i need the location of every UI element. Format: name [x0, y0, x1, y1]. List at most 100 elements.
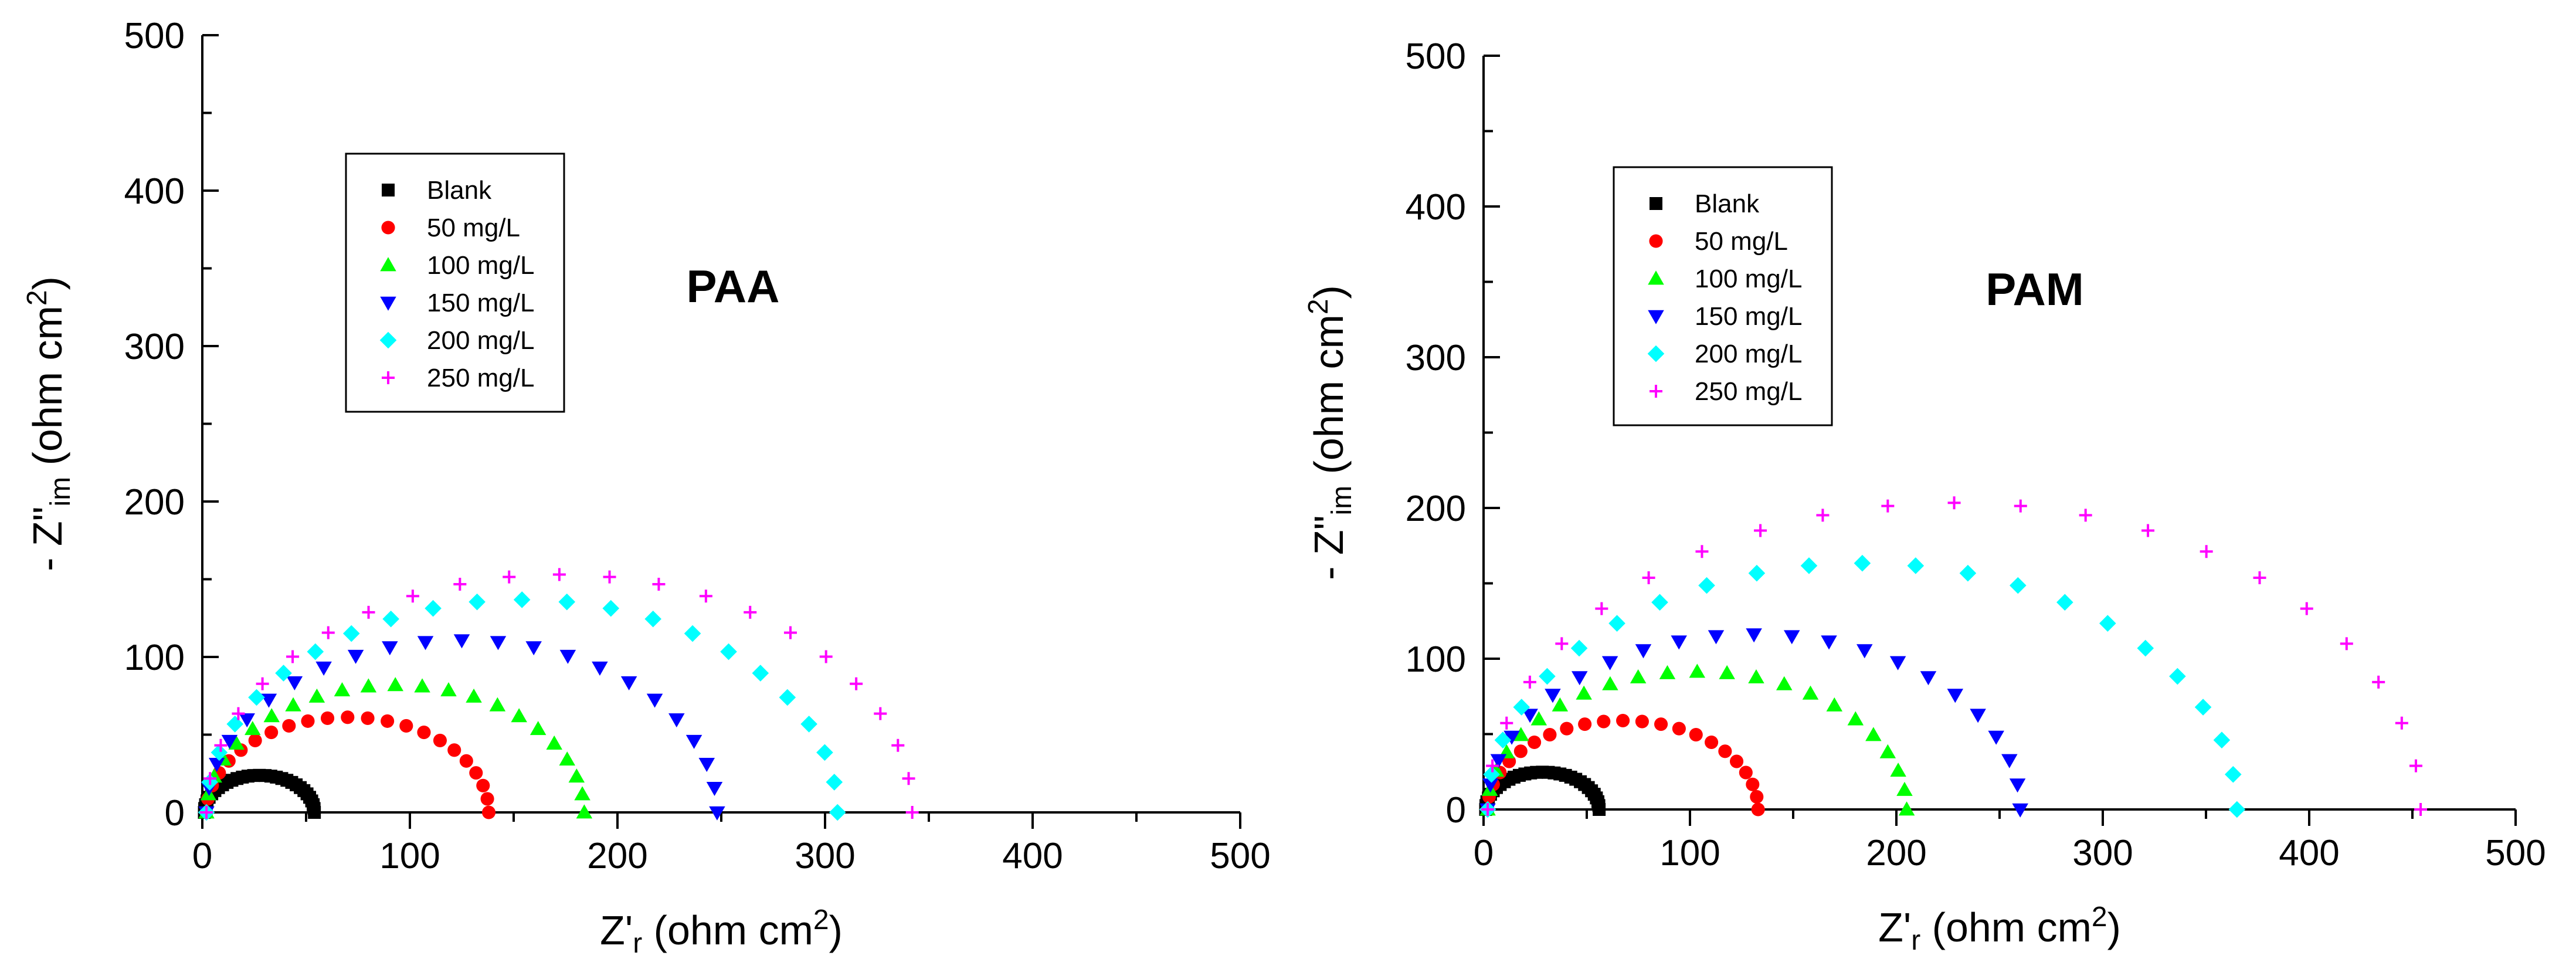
data-point [1698, 577, 1715, 594]
data-point [905, 806, 919, 819]
data-point [1494, 731, 1512, 749]
data-point [1481, 803, 1495, 816]
data-point [2056, 594, 2073, 611]
x-tick-label: 300 [795, 836, 855, 876]
data-point [816, 744, 833, 761]
data-point [1821, 635, 1837, 650]
legend-marker [1648, 270, 1664, 285]
data-point [1854, 554, 1871, 572]
data-point [1616, 713, 1630, 728]
panel-title: PAM [1986, 263, 2084, 315]
data-point [1689, 663, 1706, 678]
data-point [1739, 765, 1753, 780]
data-point [1513, 744, 1528, 758]
data-point [720, 643, 737, 660]
data-point [275, 665, 292, 682]
data-point [360, 678, 377, 693]
data-point [1947, 689, 1964, 703]
legend-label: Blank [1695, 189, 1760, 218]
data-point [1503, 730, 1520, 745]
data-point [1642, 571, 1655, 584]
data-point [2340, 637, 2353, 650]
data-point [214, 738, 228, 752]
data-point [1523, 675, 1536, 689]
data-point [568, 768, 585, 783]
data-point [783, 626, 797, 639]
data-point [1500, 716, 1513, 730]
y-tick-label: 100 [124, 638, 185, 678]
data-point [1847, 711, 1864, 726]
data-point [2200, 545, 2213, 558]
data-point [574, 786, 590, 801]
data-point [1672, 721, 1686, 736]
data-point [2194, 699, 2212, 716]
data-point [1988, 730, 2004, 745]
data-point [1689, 727, 1703, 742]
data-point [221, 734, 238, 749]
data-point [1543, 727, 1557, 742]
legend-marker [381, 221, 395, 235]
data-point [2079, 509, 2092, 522]
data-point [1879, 744, 1896, 758]
data-point [779, 689, 796, 706]
series-50-mg-l [1481, 713, 1765, 816]
data-point [1705, 735, 1719, 750]
data-point [874, 707, 887, 720]
data-point [800, 716, 817, 733]
data-point [1597, 714, 1611, 729]
y-tick-label: 200 [1406, 489, 1466, 529]
x-tick-label: 100 [379, 836, 440, 876]
x-tick-label: 200 [1866, 833, 1926, 873]
x-axis-title: Z'r (ohm cm2) [1878, 902, 2121, 957]
legend-label: 200 mg/L [1695, 340, 1802, 368]
data-point [1651, 594, 1668, 611]
data-point [2012, 803, 2028, 818]
data-point [1654, 717, 1668, 731]
data-point [476, 778, 490, 792]
chart-panel-pam: 0 100 200 300 400 500 0 100 200 300 400 500 Z'r (ohm… [1303, 36, 2546, 956]
data-point [819, 650, 833, 663]
data-point [744, 605, 757, 619]
data-point [459, 754, 473, 768]
series-250-mg-l [1481, 496, 2428, 816]
data-point [264, 726, 279, 740]
data-point [2010, 577, 2027, 594]
data-point [2009, 778, 2026, 793]
legend-label: 50 mg/L [427, 214, 520, 242]
x-axis-title: Z'r (ohm cm2) [600, 904, 843, 960]
data-point [709, 806, 725, 821]
data-point [1865, 727, 1882, 741]
data-point [1750, 790, 1764, 804]
data-point [1970, 709, 1986, 723]
data-point [1522, 709, 1538, 723]
legend-marker [1650, 385, 1662, 398]
data-point [381, 714, 395, 728]
data-point [2014, 499, 2027, 513]
data-point [453, 634, 470, 649]
data-point [490, 636, 507, 650]
data-point [546, 735, 562, 750]
data-point [603, 570, 616, 584]
data-point [1545, 689, 1561, 703]
data-point [1671, 635, 1687, 650]
data-point [1490, 754, 1507, 768]
data-point [1890, 763, 1906, 777]
data-point [1513, 727, 1529, 741]
data-point [1826, 697, 1843, 711]
legend-label: 150 mg/L [1695, 302, 1802, 331]
data-point [387, 677, 403, 692]
data-point [228, 735, 245, 750]
data-point [382, 641, 398, 656]
data-point [1751, 802, 1765, 816]
data-point [684, 625, 701, 642]
data-point [1959, 564, 1977, 582]
data-point [559, 649, 576, 664]
series-100-mg-l [198, 677, 593, 819]
data-point [668, 713, 685, 728]
series-200-mg-l [198, 591, 846, 821]
data-point [2372, 675, 2385, 689]
data-point [1776, 676, 1793, 690]
data-point [440, 682, 457, 697]
data-point [644, 610, 661, 628]
